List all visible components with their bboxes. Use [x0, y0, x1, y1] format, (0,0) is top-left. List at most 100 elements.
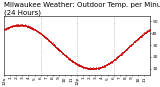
Point — [46, 38, 48, 39]
Point — [60, 52, 63, 54]
Point — [83, 67, 85, 69]
Point — [149, 29, 151, 30]
Point — [93, 67, 96, 69]
Point — [50, 42, 53, 43]
Point — [76, 64, 78, 65]
Point — [100, 66, 102, 68]
Point — [34, 29, 36, 30]
Point — [134, 40, 136, 42]
Point — [54, 45, 56, 46]
Point — [47, 39, 50, 41]
Point — [81, 66, 84, 67]
Point — [140, 35, 143, 36]
Point — [92, 67, 95, 68]
Point — [51, 42, 53, 44]
Point — [24, 25, 27, 26]
Point — [92, 68, 94, 70]
Point — [103, 65, 105, 67]
Point — [27, 26, 30, 27]
Point — [138, 37, 140, 38]
Point — [70, 60, 73, 61]
Point — [41, 34, 43, 36]
Point — [18, 24, 21, 26]
Point — [128, 45, 131, 46]
Point — [30, 27, 33, 29]
Point — [59, 51, 62, 52]
Point — [39, 33, 42, 34]
Point — [134, 39, 137, 41]
Point — [129, 45, 132, 46]
Point — [58, 50, 60, 51]
Point — [39, 32, 41, 34]
Point — [38, 32, 41, 33]
Point — [85, 67, 88, 69]
Point — [77, 65, 80, 66]
Point — [82, 67, 84, 68]
Point — [75, 63, 77, 64]
Point — [119, 55, 122, 56]
Point — [102, 65, 105, 67]
Point — [59, 51, 62, 52]
Point — [126, 48, 128, 50]
Point — [145, 31, 148, 32]
Point — [111, 61, 114, 62]
Point — [44, 37, 47, 38]
Point — [139, 37, 142, 38]
Point — [4, 29, 7, 30]
Point — [140, 34, 143, 36]
Point — [4, 29, 7, 30]
Point — [90, 67, 93, 69]
Point — [30, 27, 32, 28]
Point — [86, 66, 89, 68]
Point — [52, 44, 54, 46]
Point — [145, 31, 148, 33]
Point — [140, 35, 142, 37]
Point — [144, 32, 147, 33]
Point — [39, 33, 41, 34]
Point — [119, 54, 121, 55]
Point — [68, 58, 70, 60]
Point — [108, 63, 111, 65]
Point — [141, 34, 144, 35]
Point — [76, 64, 79, 65]
Point — [89, 68, 92, 70]
Point — [79, 65, 81, 66]
Point — [80, 66, 83, 67]
Point — [85, 68, 88, 69]
Point — [60, 53, 63, 54]
Point — [39, 33, 42, 35]
Point — [13, 25, 15, 26]
Point — [88, 68, 91, 70]
Point — [116, 56, 118, 58]
Point — [50, 42, 53, 43]
Point — [129, 45, 132, 46]
Point — [141, 34, 143, 36]
Point — [6, 27, 9, 28]
Point — [16, 23, 18, 25]
Point — [18, 24, 21, 26]
Point — [45, 37, 47, 38]
Point — [34, 29, 37, 30]
Point — [17, 25, 20, 26]
Point — [84, 66, 86, 68]
Point — [55, 47, 58, 48]
Point — [60, 52, 63, 53]
Point — [123, 51, 125, 52]
Point — [86, 67, 88, 68]
Point — [22, 25, 24, 26]
Point — [3, 29, 6, 30]
Point — [20, 24, 23, 26]
Point — [23, 25, 25, 26]
Point — [62, 54, 65, 55]
Point — [138, 38, 140, 39]
Point — [55, 46, 58, 48]
Point — [6, 27, 9, 29]
Point — [146, 30, 149, 32]
Point — [136, 39, 139, 40]
Point — [28, 26, 31, 27]
Point — [143, 32, 146, 33]
Point — [119, 54, 122, 56]
Point — [50, 41, 52, 43]
Point — [24, 25, 27, 26]
Point — [100, 66, 102, 67]
